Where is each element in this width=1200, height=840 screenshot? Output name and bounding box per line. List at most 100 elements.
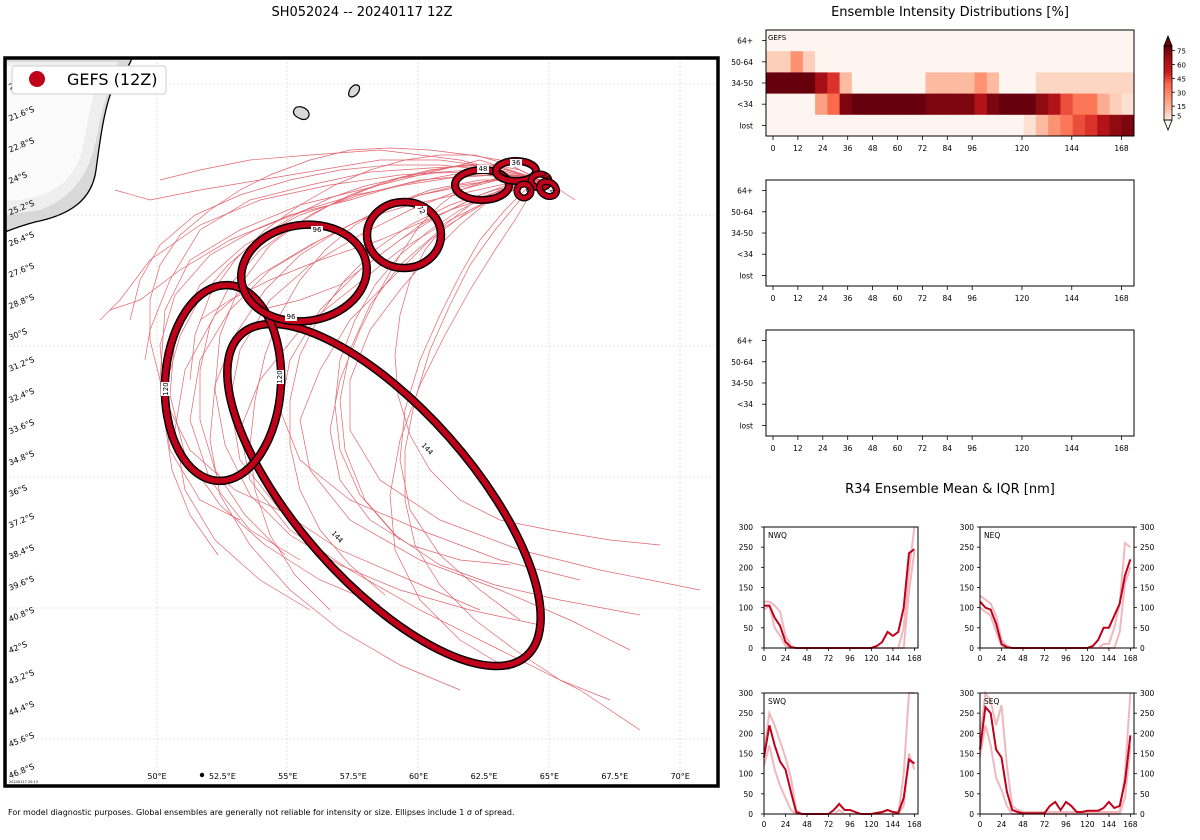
heat-cell bbox=[1035, 51, 1049, 73]
heat-x-label: 24 bbox=[818, 444, 828, 453]
colorbar-segment bbox=[1164, 48, 1172, 52]
heat-cell bbox=[925, 72, 939, 94]
heat-cell bbox=[790, 93, 804, 116]
r34-quadrant-label: NEQ bbox=[984, 531, 1000, 540]
track bbox=[129, 164, 541, 321]
r34-y-label: 150 bbox=[739, 584, 754, 593]
heat-cell bbox=[1109, 30, 1123, 52]
heat-cell bbox=[1011, 93, 1024, 116]
heat-cell bbox=[839, 30, 853, 52]
r34-y-label: 200 bbox=[739, 729, 754, 738]
r34-x-label: 24 bbox=[781, 654, 791, 663]
r34-y-label-left: 100 bbox=[960, 770, 975, 779]
heat-cell bbox=[766, 93, 779, 116]
heat-cell bbox=[802, 30, 816, 52]
heat-cell bbox=[815, 51, 828, 73]
track-map: 144 144 120 120 96 96 72 48 36 24 12 0 bbox=[3, 56, 720, 788]
heat-cell bbox=[1109, 51, 1123, 73]
heat-cell bbox=[864, 30, 877, 52]
track bbox=[334, 179, 641, 616]
heat-cell bbox=[1048, 72, 1061, 94]
heat-cell bbox=[876, 72, 890, 94]
heat-cell bbox=[1097, 72, 1110, 94]
colorbar-segment bbox=[1164, 92, 1172, 96]
heat-cell bbox=[999, 51, 1012, 73]
colorbar-segment bbox=[1164, 68, 1172, 72]
heat-y-label: 34-50 bbox=[731, 229, 753, 238]
heat-x-label: 36 bbox=[843, 294, 853, 303]
small-dot bbox=[199, 772, 205, 778]
heat-y-label: 64+ bbox=[737, 337, 753, 346]
ellipse-label-48: 48 bbox=[479, 165, 488, 173]
heat-cell bbox=[1023, 93, 1037, 116]
lat-tick-label: 42°S bbox=[7, 640, 28, 656]
map-gridlines bbox=[5, 58, 718, 786]
heat-cell bbox=[1109, 72, 1123, 94]
heat-y-label: <34 bbox=[737, 100, 753, 109]
heat-cell bbox=[1084, 30, 1098, 52]
heat-cell bbox=[827, 51, 840, 73]
track bbox=[329, 174, 541, 566]
heat-cell bbox=[974, 72, 988, 94]
heat-cell bbox=[864, 72, 877, 94]
heat-cell bbox=[1072, 30, 1086, 52]
heat-x-label: 144 bbox=[1065, 144, 1080, 153]
ellipse-0 bbox=[513, 180, 535, 202]
lat-tick-label: 46.8°S bbox=[7, 762, 35, 780]
colorbar-segment bbox=[1164, 73, 1172, 77]
r34-x-label: 0 bbox=[978, 820, 983, 829]
ellipse-label-0: 0 bbox=[523, 186, 532, 194]
r34-y-label: 0 bbox=[1140, 644, 1145, 653]
heat-x-label: 120 bbox=[1015, 294, 1030, 303]
heat-x-label: 60 bbox=[893, 444, 903, 453]
track bbox=[174, 179, 541, 611]
colorbar-tick-label: 15 bbox=[1177, 103, 1186, 111]
r34-y-label: 50 bbox=[1140, 790, 1150, 799]
reunion-island bbox=[292, 106, 310, 121]
heat-cell bbox=[950, 30, 963, 52]
r34-y-label: 0 bbox=[748, 644, 753, 653]
heat-x-label: 84 bbox=[943, 444, 953, 453]
colorbar-segment bbox=[1164, 100, 1172, 104]
legend-marker bbox=[29, 71, 45, 87]
heat-cell bbox=[802, 93, 816, 116]
ensemble-tracks bbox=[99, 147, 701, 731]
heat-cell bbox=[778, 114, 791, 137]
colorbar-segment bbox=[1164, 55, 1172, 59]
heat-cell bbox=[1023, 30, 1037, 52]
r34-x-label: 0 bbox=[978, 654, 983, 663]
r34-y-label: 150 bbox=[1140, 584, 1155, 593]
heat-cell bbox=[766, 51, 779, 73]
heat-cell bbox=[937, 72, 951, 94]
lon-tick-labels: 50°E 52.5°E 55°E 57.5°E 60°E 62.5°E 65°E 67.5°E… bbox=[147, 772, 689, 781]
heat-cell bbox=[1048, 93, 1061, 116]
track bbox=[159, 159, 541, 521]
r34-y-label-left: 50 bbox=[964, 624, 974, 633]
heat-x-label: 60 bbox=[893, 144, 903, 153]
r34-y-label: 100 bbox=[1140, 770, 1155, 779]
heat-cell bbox=[1023, 114, 1037, 137]
heat-cell bbox=[876, 30, 890, 52]
r34-iqr-lower-line bbox=[763, 551, 916, 649]
heat-cell bbox=[950, 114, 963, 137]
heat-cell bbox=[1011, 30, 1024, 52]
r34-y-label-left: 250 bbox=[960, 543, 975, 552]
r34-y-label-left: 200 bbox=[960, 563, 975, 572]
lat-tick-label: 34.8°S bbox=[7, 449, 35, 467]
r34-x-label: 144 bbox=[1102, 820, 1117, 829]
heat-cell bbox=[778, 72, 791, 94]
heat-y-label: 50-64 bbox=[731, 208, 753, 217]
heat-cell bbox=[851, 30, 865, 52]
ellipse-label-12: 12 bbox=[545, 183, 557, 195]
r34-x-label: 48 bbox=[1018, 654, 1028, 663]
heat-cell bbox=[962, 93, 975, 116]
lat-tick-label: 32.4°S bbox=[7, 386, 35, 404]
r34-x-label: 168 bbox=[1123, 654, 1138, 663]
intensity-heatmap-empty-2: 64+ 50-64 34-50 <34 lost 0 12 24 36 48 60 72 84 96 120… bbox=[731, 329, 1135, 453]
r34-y-label: 300 bbox=[1140, 689, 1155, 698]
heat-x-label: 24 bbox=[818, 144, 828, 153]
heat-cell bbox=[900, 114, 914, 137]
heat-cell bbox=[778, 30, 791, 52]
heat-x-label: 96 bbox=[967, 444, 977, 453]
heat-cell bbox=[790, 72, 804, 94]
